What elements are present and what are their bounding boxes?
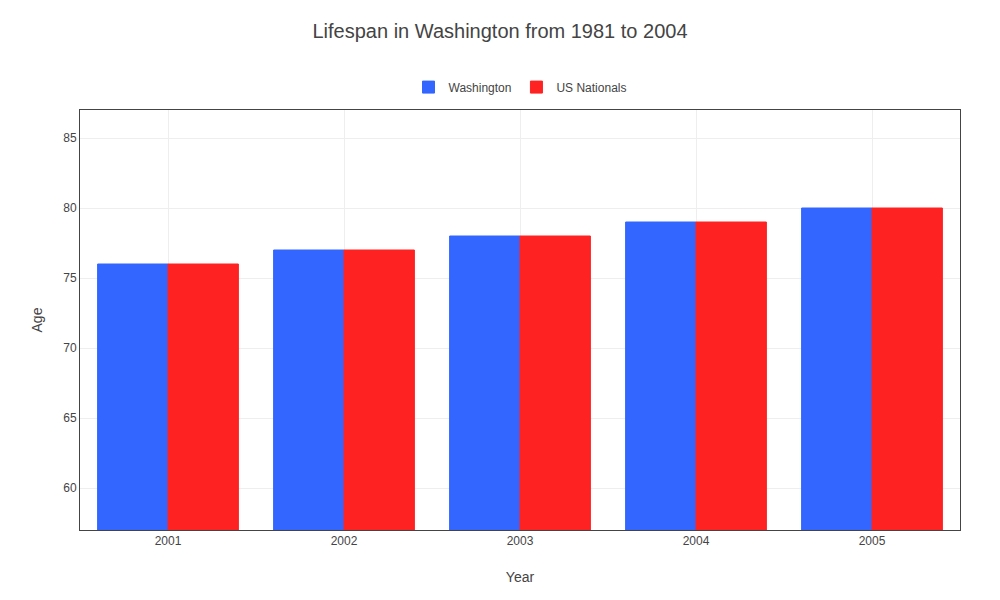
svg-text:85: 85 xyxy=(63,131,77,145)
svg-text:2005: 2005 xyxy=(859,534,886,548)
svg-text:80: 80 xyxy=(63,201,77,215)
svg-text:70: 70 xyxy=(63,341,77,355)
svg-text:2004: 2004 xyxy=(683,534,710,548)
svg-text:2003: 2003 xyxy=(507,534,534,548)
svg-text:Year: Year xyxy=(506,569,535,585)
svg-text:Age: Age xyxy=(29,307,45,332)
svg-text:2002: 2002 xyxy=(331,534,358,548)
svg-text:Lifespan in Washington from 19: Lifespan in Washington from 1981 to 2004 xyxy=(312,20,687,42)
svg-text:US Nationals: US Nationals xyxy=(556,81,626,95)
svg-text:65: 65 xyxy=(63,411,77,425)
svg-text:2001: 2001 xyxy=(155,534,182,548)
svg-text:Washington: Washington xyxy=(449,81,512,95)
svg-text:60: 60 xyxy=(63,481,77,495)
svg-text:75: 75 xyxy=(63,271,77,285)
